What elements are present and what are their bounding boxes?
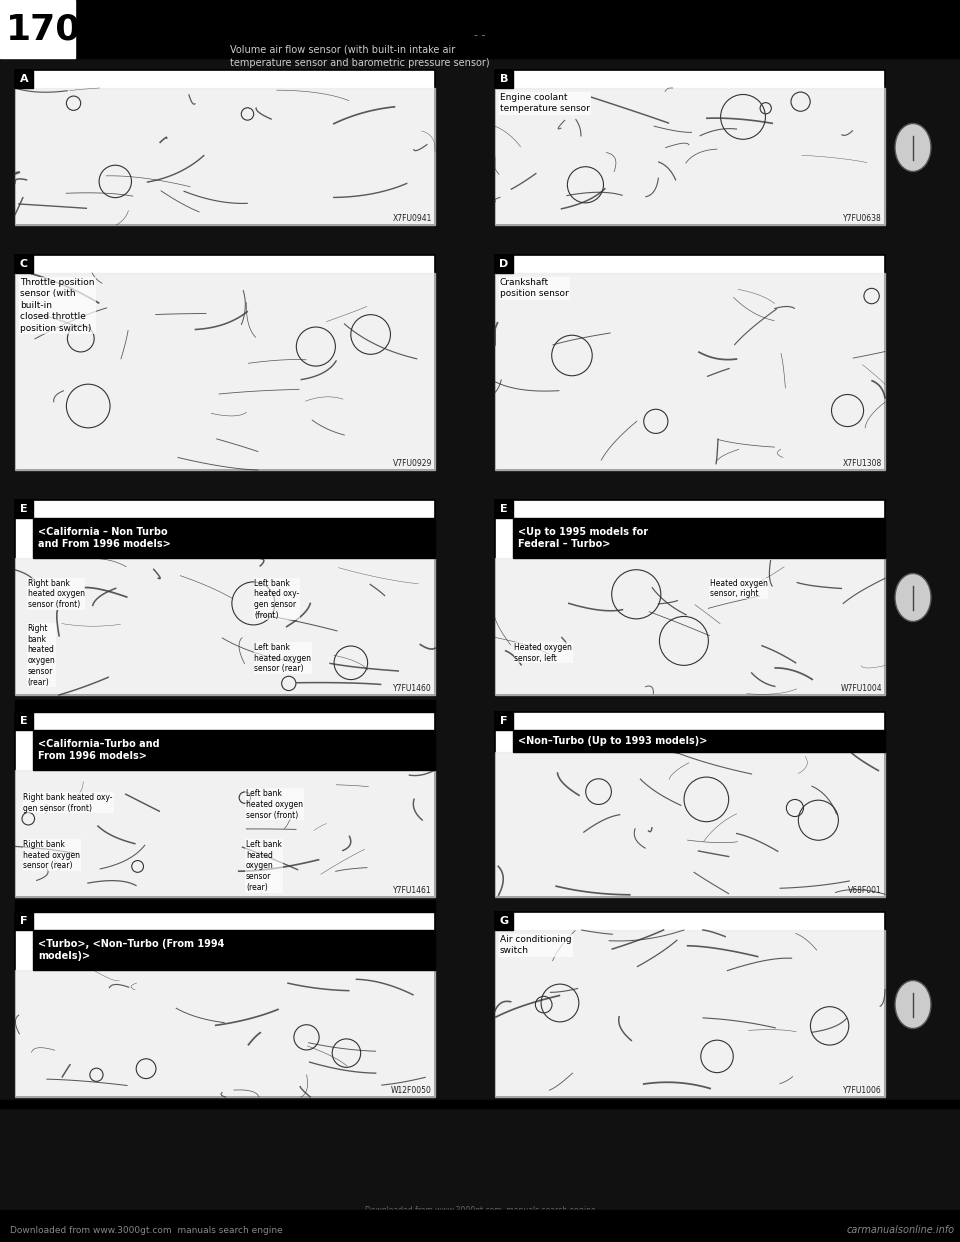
Bar	[495, 70, 885, 225]
Text: E: E	[500, 504, 508, 514]
Bar	[495, 255, 513, 273]
Text: V68F001: V68F001	[849, 886, 882, 895]
Ellipse shape	[895, 980, 931, 1028]
Text: Crankshaft
position sensor: Crankshaft position sensor	[500, 278, 568, 298]
Bar	[495, 712, 513, 730]
Text: Throttle position
sensor (with
built-in
closed throttle
position switch): Throttle position sensor (with built-in …	[20, 278, 94, 333]
Bar	[15, 912, 435, 1097]
Text: X7FU0941: X7FU0941	[393, 214, 432, 224]
Text: F: F	[500, 715, 508, 727]
Bar	[33, 930, 435, 970]
Text: Left bank
heated oxygen
sensor (front): Left bank heated oxygen sensor (front)	[246, 789, 303, 820]
Text: W12F0050: W12F0050	[391, 1086, 432, 1095]
Text: D: D	[499, 260, 509, 270]
Text: Y7FU1461: Y7FU1461	[394, 886, 432, 895]
Text: Volume air flow sensor (with built-in intake air
temperature sensor and barometr: Volume air flow sensor (with built-in in…	[230, 45, 490, 68]
Bar	[513, 730, 885, 751]
Text: Heated oxygen
sensor, right: Heated oxygen sensor, right	[709, 579, 767, 599]
Text: Air conditioning
switch: Air conditioning switch	[500, 935, 571, 955]
Text: A: A	[20, 75, 28, 84]
Text: <Up to 1995 models for
Federal – Turbo>: <Up to 1995 models for Federal – Turbo>	[518, 527, 648, 549]
Bar	[0, 0, 960, 58]
Bar	[15, 501, 33, 518]
Bar	[15, 900, 435, 912]
Bar	[495, 712, 885, 897]
Ellipse shape	[895, 574, 931, 621]
Text: Left bank
heated oxy-
gen sensor
(front): Left bank heated oxy- gen sensor (front)	[254, 579, 300, 620]
Bar	[15, 501, 435, 696]
Bar	[15, 912, 33, 930]
Text: Y7FU0638: Y7FU0638	[843, 214, 882, 224]
Text: carmanualsonline.info: carmanualsonline.info	[847, 1225, 955, 1235]
Text: Y7FU1460: Y7FU1460	[394, 684, 432, 693]
Bar	[0, 1210, 960, 1242]
Bar	[495, 273, 885, 469]
Bar	[495, 88, 885, 225]
Text: X7FU1308: X7FU1308	[843, 460, 882, 468]
Bar	[15, 712, 435, 897]
Bar	[495, 501, 513, 518]
Bar	[0, 0, 75, 58]
Bar	[15, 712, 33, 730]
Bar	[15, 70, 33, 88]
Bar	[33, 518, 435, 558]
Bar	[495, 501, 885, 696]
Bar	[15, 88, 435, 225]
Bar	[495, 558, 885, 696]
Text: <California – Non Turbo
and From 1996 models>: <California – Non Turbo and From 1996 mo…	[38, 527, 171, 549]
Bar	[495, 930, 885, 1097]
Text: 170: 170	[6, 12, 82, 46]
Bar	[15, 558, 435, 696]
Text: C: C	[20, 260, 28, 270]
Bar	[15, 255, 435, 469]
Text: Left bank
heated
oxygen
sensor
(rear): Left bank heated oxygen sensor (rear)	[246, 840, 282, 892]
Text: F: F	[20, 917, 28, 927]
Text: - -: - -	[474, 30, 486, 40]
Text: <Non–Turbo (Up to 1993 models)>: <Non–Turbo (Up to 1993 models)>	[518, 737, 708, 746]
Text: Left bank
heated oxygen
sensor (rear): Left bank heated oxygen sensor (rear)	[254, 643, 311, 673]
Text: Right bank heated oxy-
gen sensor (front): Right bank heated oxy- gen sensor (front…	[23, 792, 113, 812]
Bar	[495, 751, 885, 897]
Bar	[495, 912, 513, 930]
Bar	[0, 1100, 960, 1108]
Text: Right bank
heated oxygen
sensor (rear): Right bank heated oxygen sensor (rear)	[23, 840, 81, 871]
Text: Downloaded from www.3000gt.com  manuals search engine: Downloaded from www.3000gt.com manuals s…	[365, 1206, 595, 1215]
Text: Y7FU1006: Y7FU1006	[843, 1086, 882, 1095]
Text: V7FU0929: V7FU0929	[393, 460, 432, 468]
Text: Engine coolant
temperature sensor: Engine coolant temperature sensor	[500, 93, 589, 113]
Text: Heated oxygen
sensor, left: Heated oxygen sensor, left	[515, 643, 572, 663]
Bar	[15, 255, 33, 273]
Text: <California–Turbo and
From 1996 models>: <California–Turbo and From 1996 models>	[38, 739, 159, 761]
Text: Right
bank
heated
oxygen
sensor
(rear): Right bank heated oxygen sensor (rear)	[28, 623, 56, 687]
Bar	[15, 770, 435, 897]
Text: W7FU1004: W7FU1004	[840, 684, 882, 693]
Bar	[495, 912, 885, 1097]
Bar	[15, 70, 435, 225]
Bar	[495, 70, 513, 88]
Text: Right bank
heated oxygen
sensor (front): Right bank heated oxygen sensor (front)	[28, 579, 84, 609]
Bar	[15, 700, 435, 712]
Text: E: E	[20, 504, 28, 514]
Text: E: E	[20, 715, 28, 727]
Bar	[0, 1210, 960, 1242]
Bar	[495, 255, 885, 469]
Bar	[513, 518, 885, 558]
Text: <Turbo>, <Non–Turbo (From 1994
models)>: <Turbo>, <Non–Turbo (From 1994 models)>	[38, 939, 225, 961]
Bar	[15, 273, 435, 469]
Bar	[15, 970, 435, 1097]
Bar	[33, 730, 435, 770]
Ellipse shape	[895, 123, 931, 171]
Text: B: B	[500, 75, 508, 84]
Text: G: G	[499, 917, 509, 927]
Text: Downloaded from www.3000gt.com  manuals search engine: Downloaded from www.3000gt.com manuals s…	[10, 1226, 283, 1235]
